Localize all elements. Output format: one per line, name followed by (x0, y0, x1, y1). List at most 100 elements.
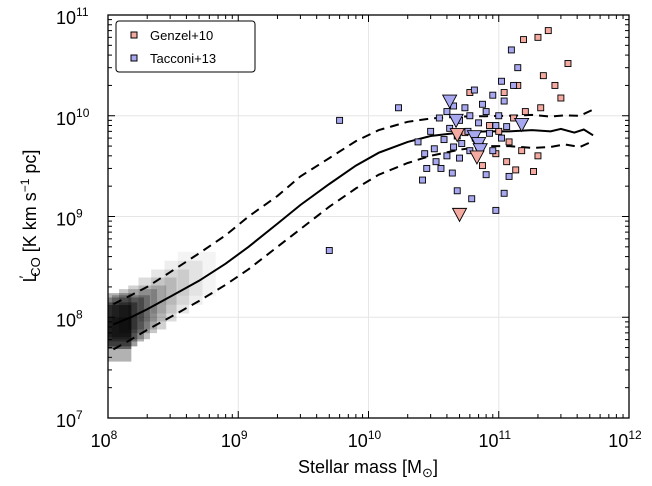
tacconi-point (443, 108, 451, 116)
tacconi-point (486, 129, 494, 137)
tacconi-point (458, 140, 466, 147)
upper-percentile-line (112, 108, 594, 305)
y-tick-label: 109 (56, 207, 83, 230)
genzel-point (512, 166, 520, 174)
tacconi-point (440, 136, 448, 144)
tacconi-point (395, 104, 402, 112)
genzel-point (521, 108, 529, 116)
tacconi-point (456, 154, 463, 162)
genzel-point (503, 158, 511, 166)
tacconi-point (498, 134, 505, 142)
genzel-point (534, 33, 542, 41)
tacconi-point (514, 64, 522, 72)
density-cell (138, 277, 177, 322)
tacconi-point (470, 86, 478, 94)
tacconi-point (500, 97, 508, 105)
tacconi-point (500, 189, 508, 197)
tacconi-point (498, 77, 505, 85)
tacconi-point (505, 172, 513, 180)
genzel-point (500, 89, 508, 96)
tacconi-point (450, 143, 458, 151)
tacconi-point (482, 108, 490, 116)
tacconi-point (482, 171, 490, 179)
x-tick-label: 1011 (479, 428, 512, 451)
genzel-point (518, 147, 526, 155)
tacconi-point (427, 127, 435, 135)
tacconi-point (423, 164, 431, 172)
tacconi-point (489, 91, 497, 99)
y-tick-label: 1011 (56, 5, 89, 28)
tacconi-point (421, 150, 429, 158)
tacconi-point (495, 112, 503, 120)
y-axis-title: L′CO [K km s−1 pc] (16, 150, 43, 283)
legend-marker-genzel (130, 31, 138, 39)
upper-limit-marker (449, 128, 465, 143)
x-axis-title: Stellar mass [M⊙] (298, 457, 438, 480)
genzel-point (479, 162, 486, 170)
tacconi-point (437, 164, 445, 172)
genzel-point (505, 138, 513, 146)
tacconi-point (453, 187, 461, 195)
tacconi-point (461, 104, 469, 112)
legend-label-genzel: Genzel+10 (150, 28, 213, 43)
tacconi-point (466, 112, 474, 120)
x-tick-label: 1010 (348, 428, 382, 451)
y-tick-label: 107 (56, 408, 83, 431)
legend-box (115, 20, 256, 73)
x-tick-label: 108 (91, 428, 118, 451)
genzel-point (557, 94, 565, 102)
genzel-point (520, 36, 527, 44)
genzel-point (544, 27, 552, 35)
upper-limit-marker (513, 117, 530, 133)
y-tick-label: 1010 (56, 106, 90, 129)
genzel-point (537, 104, 545, 112)
tacconi-point (479, 100, 486, 108)
tacconi-point (419, 176, 427, 184)
density-cell (119, 289, 158, 334)
genzel-point (486, 122, 494, 129)
upper-limit-marker (469, 150, 485, 165)
tacconi-point (507, 46, 515, 54)
density-cell (108, 317, 132, 362)
upper-limit-marker (441, 94, 458, 109)
upper-limit-marker (472, 143, 488, 158)
tacconi-point (489, 147, 497, 155)
legend-marker-tacconi (130, 54, 138, 62)
lower-percentile-line (112, 140, 594, 351)
genzel-point (534, 152, 542, 160)
tacconi-point (475, 119, 483, 127)
tacconi-point (435, 114, 443, 122)
x-tick-label: 1012 (608, 428, 642, 451)
tacconi-point (492, 122, 500, 129)
tacconi-point (448, 169, 456, 177)
genzel-point (539, 72, 547, 80)
genzel-point (551, 81, 559, 89)
upper-limit-marker (448, 113, 464, 129)
y-tick-labels: 107 108 109 1010 1011 (56, 5, 90, 431)
tacconi-point (510, 81, 518, 89)
axis-ticks (107, 14, 630, 419)
genzel-point (495, 127, 503, 135)
tacconi-point (503, 123, 511, 131)
tacconi-point (414, 138, 422, 146)
tacconi-point (432, 158, 440, 166)
tacconi-point (443, 152, 451, 160)
genzel-point (530, 167, 537, 175)
tacconi-point (492, 206, 500, 214)
upper-limit-marker (451, 207, 468, 223)
median-line (113, 127, 594, 326)
density-cell (151, 269, 190, 314)
x-tick-label: 109 (221, 428, 248, 451)
legend-label-tacconi: Tacconi+13 (150, 51, 216, 66)
y-tick-label: 108 (56, 307, 83, 330)
tacconi-point (325, 247, 333, 254)
tacconi-point (430, 145, 438, 153)
tacconi-point (468, 195, 476, 203)
x-tick-labels: 108 109 1010 1011 1012 (91, 428, 642, 451)
trend-lines (112, 108, 594, 351)
density-cell (108, 305, 132, 350)
tacconi-point (336, 116, 344, 124)
legend: Genzel+10 Tacconi+13 (115, 20, 256, 73)
